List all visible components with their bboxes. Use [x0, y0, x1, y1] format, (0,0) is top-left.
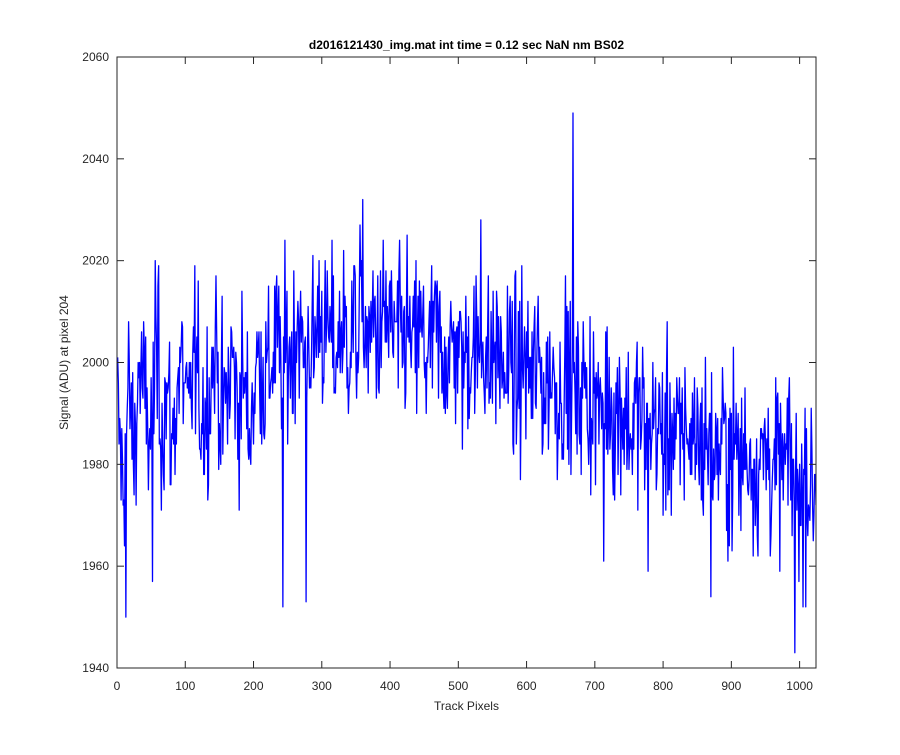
x-tick-label: 100	[175, 679, 195, 693]
data-layer	[117, 112, 816, 654]
x-tick-label: 700	[585, 679, 605, 693]
x-tick-label: 300	[312, 679, 332, 693]
y-axis-label: Signal (ADU) at pixel 204	[57, 295, 71, 430]
x-tick-label: 600	[517, 679, 537, 693]
y-tick-label: 2000	[82, 356, 109, 370]
axes-layer: 0 100 200 300 400 500 600 700 800 900 1000 1940 1960…	[82, 50, 817, 693]
x-axis-label: Track Pixels	[434, 699, 499, 713]
y-tick-label: 1980	[82, 457, 109, 471]
chart-title: d2016121430_img.mat int time = 0.12 sec …	[309, 38, 624, 52]
y-tick-label: 2020	[82, 254, 109, 268]
x-tick-label: 0	[114, 679, 121, 693]
y-tick-label: 1960	[82, 559, 109, 573]
y-tick-label: 2060	[82, 50, 109, 64]
signal-series-line	[117, 112, 816, 654]
x-tick-label: 200	[244, 679, 264, 693]
x-tick-label: 800	[653, 679, 673, 693]
x-tick-label: 900	[721, 679, 741, 693]
y-tick-label: 2040	[82, 152, 109, 166]
x-tick-label: 500	[448, 679, 468, 693]
x-tick-label: 400	[380, 679, 400, 693]
plot-area-background	[117, 57, 816, 668]
x-tick-label: 1000	[786, 679, 813, 693]
y-tick-label: 1940	[82, 661, 109, 675]
